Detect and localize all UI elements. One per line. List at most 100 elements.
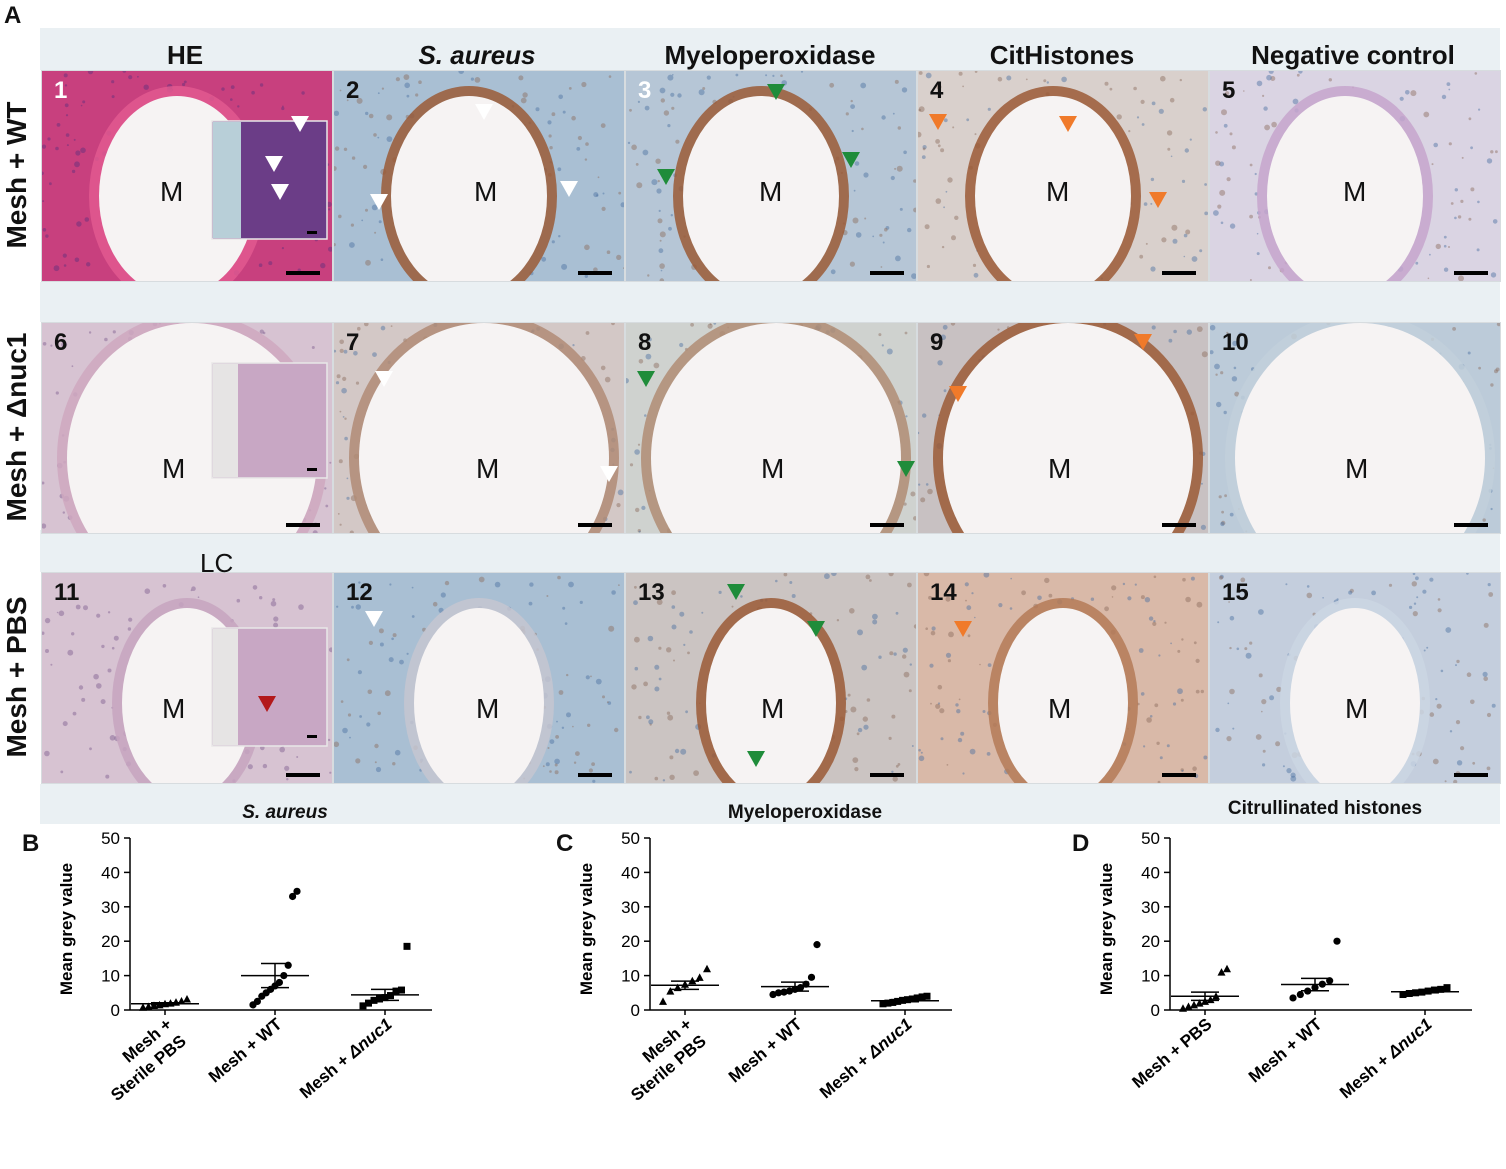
arrowhead-marker <box>475 104 493 120</box>
arrowhead-marker <box>1059 116 1077 132</box>
mesh-label: M <box>162 453 186 484</box>
data-point <box>284 961 292 969</box>
data-point <box>280 972 288 980</box>
micrograph-number: 2 <box>346 77 360 104</box>
scale-bar <box>286 271 320 275</box>
data-point <box>289 892 297 901</box>
data-point <box>275 978 283 987</box>
data-point <box>899 996 907 1004</box>
data-point <box>774 989 783 997</box>
arrowhead-marker <box>265 156 283 172</box>
data-point <box>894 997 902 1005</box>
data-point <box>398 986 405 994</box>
y-tick-label: 0 <box>111 1001 120 1020</box>
data-point <box>903 996 911 1004</box>
data-point <box>1443 984 1451 992</box>
arrowhead-marker <box>1149 192 1167 208</box>
data-point <box>1412 989 1420 997</box>
data-point <box>923 992 931 1000</box>
chart-title-c: Myeloperoxidase <box>727 802 883 823</box>
y-tick-label: 20 <box>101 932 120 951</box>
arrowhead-marker <box>929 114 947 130</box>
scale-bar <box>1162 271 1196 275</box>
arrowhead-marker <box>291 116 309 132</box>
scale-bar <box>1454 773 1488 777</box>
micrograph-number: 13 <box>638 579 665 606</box>
panel-letter-a: A <box>4 2 22 29</box>
mesh-fiber <box>683 96 839 281</box>
mesh-label: M <box>1048 453 1072 484</box>
y-tick-label: 20 <box>1141 932 1160 951</box>
data-point <box>150 1001 158 1010</box>
data-point <box>1418 988 1426 996</box>
data-point <box>370 996 378 1004</box>
data-point <box>1430 986 1438 994</box>
y-tick-label: 50 <box>101 829 120 848</box>
micrograph-number: 7 <box>346 329 360 356</box>
data-point <box>688 976 697 985</box>
mesh-fiber <box>706 608 836 783</box>
column-header-cithistones: CitHistones <box>989 40 1135 70</box>
data-point <box>673 983 682 992</box>
data-point <box>293 887 301 895</box>
data-point <box>139 1003 147 1011</box>
mesh-fiber <box>359 323 609 533</box>
footer-strip <box>40 784 1500 824</box>
chart-c: Mean grey value 0 10 20 30 40 50 Mesh +Sterile … <box>577 829 952 1105</box>
data-point <box>889 998 897 1006</box>
arrowhead-marker <box>747 751 765 767</box>
data-point <box>884 999 892 1007</box>
scale-bar <box>1162 523 1196 527</box>
chart-d: Mean grey value 0 10 20 30 40 50 Mesh + PBS Mesh… <box>1097 829 1472 1102</box>
x-category-label: Mesh + Δnuc1 <box>296 1015 395 1103</box>
panel-letter-c: C <box>556 830 574 857</box>
data-point <box>1304 987 1312 995</box>
y-tick-label: 50 <box>621 829 640 848</box>
micrograph-number: 9 <box>930 329 944 356</box>
data-point <box>879 1000 887 1008</box>
y-tick-label: 0 <box>631 1001 640 1020</box>
mesh-label: M <box>1345 453 1369 484</box>
arrowhead-marker <box>842 152 860 168</box>
data-point <box>1399 991 1407 999</box>
x-category-label: Mesh +Sterile PBS <box>93 1014 190 1104</box>
data-point <box>913 994 921 1002</box>
mesh-fiber <box>1235 323 1485 533</box>
data-point <box>253 997 261 1005</box>
data-point <box>695 973 704 981</box>
micrograph-number: 3 <box>638 77 652 104</box>
data-point <box>403 942 411 950</box>
mesh-fiber <box>414 608 544 783</box>
mesh-label: M <box>1046 176 1070 207</box>
y-tick-label: 0 <box>1151 1001 1160 1020</box>
data-point <box>1311 984 1319 992</box>
y-tick-label: 40 <box>1141 863 1160 882</box>
row-label-pbs: Mesh + PBS <box>1 596 32 758</box>
mesh-label: M <box>1343 176 1367 207</box>
data-point <box>359 1002 367 1010</box>
mesh-fiber <box>1267 96 1423 281</box>
micrograph-11: 11 M <box>41 572 333 784</box>
micrograph-number: 4 <box>930 77 944 104</box>
y-tick-label: 50 <box>1141 829 1160 848</box>
chart-title-d: Citrullinated histones <box>1227 798 1423 819</box>
mesh-fiber <box>943 323 1193 533</box>
data-point <box>392 987 400 995</box>
arrowhead-marker <box>370 194 388 210</box>
y-tick-label: 10 <box>101 967 120 986</box>
data-point <box>1318 980 1326 988</box>
row-label-nuc1: Mesh + Δnuc1 <box>1 332 32 522</box>
data-point <box>1206 995 1215 1004</box>
data-point <box>802 980 810 988</box>
mesh-fiber <box>1290 608 1420 783</box>
x-category-label: Mesh +Sterile PBS <box>613 1014 710 1104</box>
header-strip <box>40 28 1500 70</box>
mesh-label: M <box>474 176 498 207</box>
row-gap-strip-2 <box>40 530 1500 572</box>
data-point <box>780 988 788 996</box>
data-point <box>381 994 389 1002</box>
data-point <box>365 999 372 1007</box>
